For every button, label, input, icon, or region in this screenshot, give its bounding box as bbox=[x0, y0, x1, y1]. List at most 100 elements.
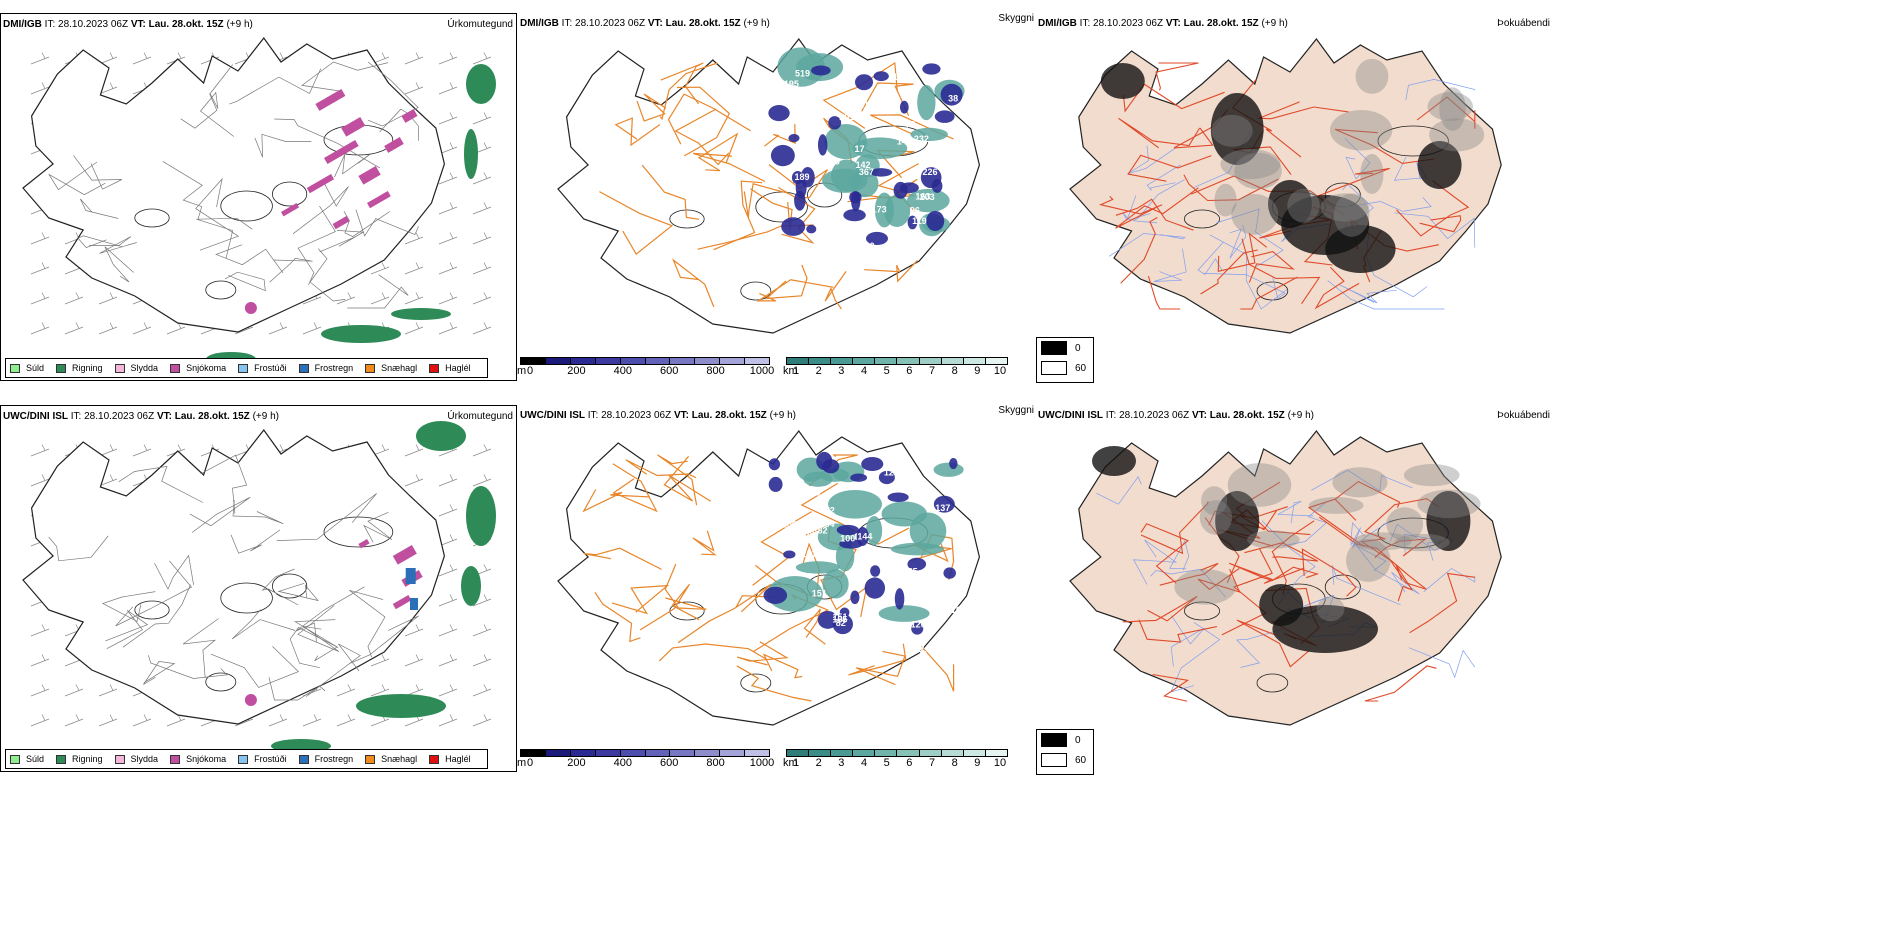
road-line bbox=[349, 615, 419, 664]
road-line bbox=[625, 459, 697, 479]
road-line bbox=[1197, 241, 1224, 275]
visibility-map-top: 1121151051442011631402261051910020386173… bbox=[557, 37, 981, 334]
fog-legend-label: 60 bbox=[1075, 362, 1087, 374]
colorbar-cell bbox=[853, 358, 876, 364]
visibility-value-label: 73 bbox=[917, 649, 927, 659]
road-line bbox=[1152, 673, 1190, 702]
precip-panel-bottom: UWC/DINI ISL IT: 28.10.2023 06Z VT: Lau.… bbox=[0, 405, 517, 772]
road-line bbox=[189, 496, 251, 533]
rain-area bbox=[466, 64, 496, 104]
road-line bbox=[677, 583, 772, 644]
legend-swatch bbox=[10, 754, 20, 764]
road-line bbox=[254, 133, 312, 158]
fog-legend-row-1: 60 bbox=[1037, 750, 1093, 770]
fog-light-area bbox=[1247, 530, 1300, 549]
visibility-value-label: 189 bbox=[794, 172, 809, 182]
visibility-km-area bbox=[803, 471, 833, 487]
fog-light-area bbox=[1211, 114, 1253, 147]
road-line bbox=[1350, 520, 1391, 549]
legend-label: Snjókoma bbox=[186, 754, 227, 764]
colorbar-tick: 0 bbox=[526, 757, 534, 769]
visibility-map-bottom: 102 37 137 151 151 100 84 120 200 82 169 82 185 92 165… bbox=[557, 429, 981, 726]
fog-legend-top: 0 60 bbox=[1036, 337, 1094, 383]
road-line bbox=[1096, 476, 1142, 505]
visibility-type-title-bottom: Skyggni bbox=[998, 405, 1034, 416]
visibility-km-area bbox=[795, 561, 841, 574]
visibility-value-label: 120 bbox=[940, 641, 955, 651]
wind-barb bbox=[302, 714, 322, 727]
wind-barb bbox=[404, 654, 424, 667]
glacier-outline bbox=[669, 209, 705, 229]
wind-barb bbox=[30, 444, 50, 457]
legend-item-3: Snjókoma bbox=[170, 363, 226, 373]
fog-light-area bbox=[1417, 489, 1481, 519]
colorbar-unit: m bbox=[517, 365, 527, 377]
legend-label: Slydda bbox=[130, 363, 159, 373]
road-line bbox=[1318, 516, 1427, 590]
glacier-outline bbox=[1377, 125, 1449, 157]
snowfall-area bbox=[367, 191, 391, 209]
visibility-m-area bbox=[899, 182, 919, 194]
legend-swatch bbox=[238, 754, 249, 764]
fog-dense-area bbox=[1325, 225, 1396, 273]
visibility-m-area bbox=[849, 191, 862, 204]
road-line bbox=[1236, 628, 1283, 668]
visibility-value-label: 119 bbox=[912, 216, 927, 226]
visibility-value-label: 226 bbox=[922, 167, 937, 177]
wind-barb bbox=[370, 654, 390, 667]
visibility-value-label: 180 bbox=[860, 241, 875, 251]
rain-area bbox=[461, 566, 481, 606]
road-line bbox=[1419, 215, 1462, 233]
visibility-value-label: 165 bbox=[832, 615, 847, 625]
road-line bbox=[1150, 568, 1226, 598]
visibility-value-label: 212 bbox=[859, 100, 874, 110]
colorbar-cell bbox=[897, 358, 920, 364]
fog-dense-area bbox=[1268, 180, 1312, 228]
visibility-value-label: 12 bbox=[810, 512, 820, 522]
road-line bbox=[1120, 217, 1158, 284]
road-line bbox=[614, 117, 661, 147]
legend-label: Súld bbox=[26, 363, 45, 373]
road-line bbox=[1140, 523, 1190, 584]
visibility-value-label: 96 bbox=[910, 206, 920, 216]
snowfall-area bbox=[332, 216, 350, 230]
road-line bbox=[363, 511, 393, 543]
legend-item-1: Rigning bbox=[56, 363, 103, 373]
colorbar-cell bbox=[875, 750, 898, 756]
road-line bbox=[636, 93, 667, 122]
fog-light-area bbox=[1201, 486, 1228, 516]
glacier-outline bbox=[1256, 673, 1289, 693]
fog-panel-top: DMI/IGB IT: 28.10.2023 06Z VT: Lau. 28.o… bbox=[1036, 13, 1554, 383]
road-line bbox=[105, 610, 149, 650]
wind-barb bbox=[30, 82, 50, 95]
visibility-value-label: 73 bbox=[905, 119, 915, 129]
road-line bbox=[1317, 167, 1390, 197]
visibility-m-area bbox=[940, 83, 963, 106]
fog-legend-swatch bbox=[1041, 733, 1067, 747]
wind-barb bbox=[438, 202, 458, 215]
wind-barb bbox=[472, 444, 492, 457]
road-line bbox=[1216, 208, 1284, 267]
colorbar-tick: 8 bbox=[951, 365, 958, 377]
road-line bbox=[148, 655, 228, 679]
road-line bbox=[762, 653, 803, 679]
glacier-outline bbox=[134, 600, 170, 620]
colorbar-cell bbox=[570, 358, 596, 364]
road-line bbox=[229, 68, 322, 105]
colorbar-tick: 9 bbox=[974, 365, 981, 377]
snowfall-area bbox=[244, 694, 257, 706]
fog-light-area bbox=[1308, 496, 1364, 514]
legend-swatch bbox=[10, 363, 20, 373]
road-line bbox=[803, 608, 826, 645]
road-line bbox=[210, 646, 300, 688]
road-line bbox=[1248, 250, 1295, 283]
visibility-value-label: 101 bbox=[801, 549, 816, 559]
freezing-rain-area bbox=[410, 598, 418, 610]
visibility-title-top: DMI/IGB IT: 28.10.2023 06Z VT: Lau. 28.o… bbox=[520, 18, 770, 29]
visibility-panel-bottom: 102 37 137 151 151 100 84 120 200 82 169 82 185 92 165… bbox=[517, 405, 1038, 773]
legend-swatch bbox=[298, 363, 309, 373]
colorbar-cell bbox=[897, 750, 920, 756]
wind-barb bbox=[64, 714, 84, 727]
visibility-value-label: 195 bbox=[784, 79, 799, 89]
wind-barb bbox=[472, 202, 492, 215]
